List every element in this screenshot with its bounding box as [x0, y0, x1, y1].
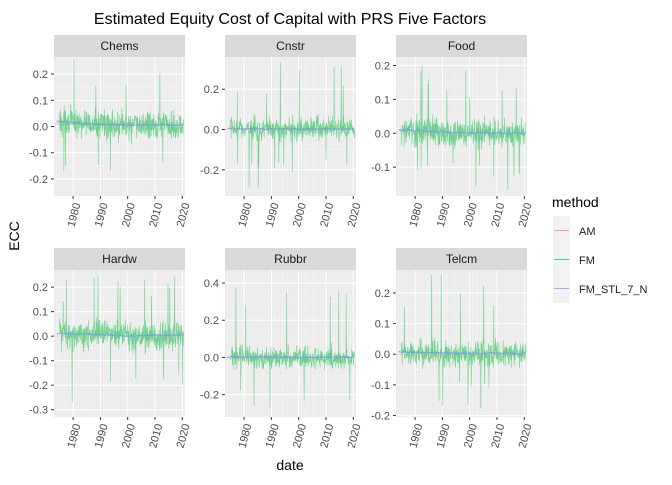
y-tick-label: -0.1	[29, 356, 48, 368]
y-tick-label: -0.1	[371, 162, 390, 174]
facet-strip-label: Food	[448, 39, 475, 53]
x-tick-label: 2020	[517, 202, 535, 229]
series-fm-stl-7-n-line	[56, 332, 184, 338]
series-fm-stl-7-n-line	[398, 128, 527, 135]
y-tick-label: 0.2	[204, 315, 219, 327]
x-tick-label: 2010	[147, 423, 165, 450]
x-tick-label: 2010	[318, 202, 336, 229]
legend-entry-am: AM	[553, 216, 596, 245]
legend-entry-label: FM	[579, 255, 595, 267]
y-tick-label: -0.2	[200, 165, 219, 177]
series-fm-line	[401, 274, 526, 409]
y-tick-label: -0.2	[371, 410, 390, 422]
x-tick-label: 2020	[517, 423, 535, 450]
legend-entry-fm: FM	[553, 245, 595, 274]
y-tick-label: 0.2	[204, 84, 219, 96]
x-tick-label: 2020	[175, 202, 193, 229]
series-fm-stl-7-n-line	[227, 127, 355, 131]
facet-strip-label: Chems	[100, 39, 138, 53]
facet-strip	[225, 248, 356, 270]
facet-strip-label: Telcm	[446, 252, 477, 266]
series-fm-stl-7-n-line	[56, 120, 185, 127]
y-tick-label: 0.0	[33, 331, 48, 343]
x-tick-label: 2020	[346, 202, 364, 229]
x-tick-label: 2010	[489, 202, 507, 229]
series-fm-line	[59, 58, 184, 171]
y-tick-label: 0.0	[204, 125, 219, 137]
facet-strip	[396, 248, 527, 270]
y-tick-label: -0.1	[29, 148, 48, 160]
facet-panel-rubbr: Rubbr -0.2 0.0 0.2 0.4 1980 1990 2000 2010 2020	[200, 248, 364, 449]
y-tick-label: 0.2	[375, 60, 390, 72]
y-axis-label: ECC	[6, 221, 22, 251]
legend-entry-label: FM_STL_7_N	[579, 284, 648, 296]
facet-panel-telcm: Telcm -0.2 -0.1 0.0 0.1 0.2 1980 1990 2000 2010 20…	[371, 248, 535, 449]
series-fm-stl-7-n-line	[398, 350, 526, 356]
y-tick-label: -0.2	[200, 390, 219, 402]
x-tick-label: 1980	[408, 423, 426, 450]
y-tick-label: -0.1	[371, 380, 390, 392]
facet-strip-label: Hardw	[102, 252, 137, 266]
x-tick-label: 1980	[66, 202, 84, 229]
x-tick-label: 2010	[318, 423, 336, 450]
legend-entry-label: AM	[579, 226, 596, 238]
y-tick-label: 0.1	[33, 95, 48, 107]
facet-strip	[396, 35, 527, 57]
x-tick-label: 1980	[237, 423, 255, 450]
x-axis-label: date	[276, 457, 303, 473]
x-tick-label: 2020	[175, 423, 193, 450]
facet-panel-food: Food -0.1 0.0 0.1 0.2 1980 1990 2000 2010 2020	[371, 35, 535, 228]
y-tick-label: 0.1	[375, 319, 390, 331]
y-tick-label: 0.2	[33, 282, 48, 294]
y-tick-label: 0.2	[33, 69, 48, 81]
y-tick-label: 0.2	[375, 288, 390, 300]
series-fm-line	[59, 276, 184, 403]
facet-panel-cnstr: Cnstr -0.2 0.0 0.2 1980 1990 2000 2010 2020	[200, 35, 364, 228]
x-tick-label: 1990	[264, 202, 282, 229]
x-tick-label: 1990	[264, 423, 282, 450]
facet-strip	[225, 35, 356, 57]
x-tick-label: 2010	[147, 202, 165, 229]
facet-panels: Chems -0.2 -0.1 0.0 0.1 0.2 1980 1990 2000 2010 20…	[29, 35, 535, 449]
y-tick-label: -0.2	[29, 174, 48, 186]
facet-strip-label: Rubbr	[274, 252, 307, 266]
x-tick-label: 1980	[66, 423, 84, 450]
series-fm-line	[230, 62, 355, 188]
legend-title: method	[552, 194, 599, 210]
y-tick-label: 0.0	[375, 349, 390, 361]
series-fm-stl-7-n-line	[227, 355, 355, 359]
x-tick-label: 2000	[120, 202, 138, 229]
facet-strip	[54, 35, 185, 57]
y-tick-label: -0.3	[29, 405, 48, 417]
x-tick-label: 1990	[435, 423, 453, 450]
facet-panel-hardw: Hardw -0.3 -0.2 -0.1 0.0 0.1 0.2 1980 1990 2000 20…	[29, 248, 193, 449]
facet-strip	[54, 248, 185, 270]
x-tick-label: 2000	[462, 202, 480, 229]
y-tick-label: 0.0	[204, 352, 219, 364]
x-tick-label: 2020	[346, 423, 364, 450]
x-tick-label: 1980	[237, 202, 255, 229]
x-tick-label: 2000	[462, 423, 480, 450]
x-tick-label: 1990	[93, 202, 111, 229]
facet-strip-label: Cnstr	[276, 39, 305, 53]
x-tick-label: 1990	[435, 202, 453, 229]
y-tick-label: 0.0	[33, 122, 48, 134]
x-tick-label: 2000	[291, 423, 309, 450]
x-tick-label: 2010	[489, 423, 507, 450]
legend-entry-fm-stl-7-n: FM_STL_7_N	[553, 274, 648, 303]
y-tick-label: 0.1	[375, 94, 390, 106]
chart-title: Estimated Equity Cost of Capital with PR…	[94, 11, 486, 28]
x-tick-label: 2000	[291, 202, 309, 229]
facet-panel-chems: Chems -0.2 -0.1 0.0 0.1 0.2 1980 1990 2000 2010 20…	[29, 35, 193, 228]
y-tick-label: 0.4	[204, 278, 219, 290]
y-tick-label: 0.0	[375, 128, 390, 140]
x-tick-label: 2000	[120, 423, 138, 450]
y-tick-label: -0.2	[29, 380, 48, 392]
x-tick-label: 1990	[93, 423, 111, 450]
legend: method AM FM FM_STL_7_N	[552, 194, 648, 303]
y-tick-label: 0.1	[33, 307, 48, 319]
x-tick-label: 1980	[408, 202, 426, 229]
